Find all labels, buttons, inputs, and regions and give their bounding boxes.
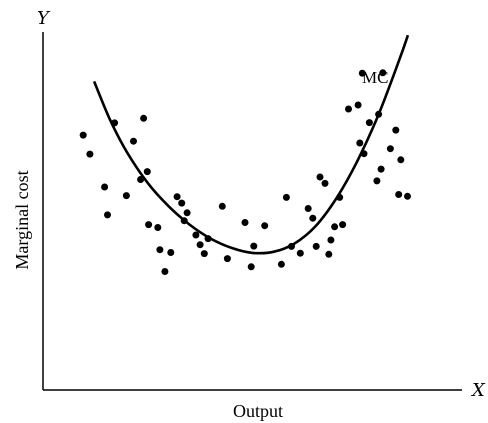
data-point [331, 223, 339, 231]
data-point [143, 168, 151, 176]
data-point [247, 263, 255, 271]
y-axis-label: Marginal cost [12, 170, 32, 269]
data-point [354, 101, 362, 109]
data-point [358, 69, 366, 77]
data-point [365, 119, 373, 127]
data-point [250, 242, 258, 250]
x-axis-label: Output [233, 401, 283, 421]
scatter-points [79, 69, 411, 275]
data-point [395, 191, 403, 198]
data-point [288, 242, 295, 250]
data-point [379, 69, 387, 77]
mc-curve [92, 34, 410, 255]
data-point [218, 202, 226, 210]
data-point [130, 137, 137, 145]
data-point [304, 205, 312, 212]
data-point [309, 214, 317, 222]
data-point [282, 193, 290, 201]
data-point [356, 139, 364, 147]
data-point [296, 249, 304, 257]
data-point [377, 165, 385, 173]
data-point [339, 221, 347, 229]
data-point [200, 250, 208, 258]
data-point [386, 145, 394, 153]
data-point [392, 126, 400, 134]
data-point [183, 209, 191, 217]
data-point [312, 242, 320, 250]
data-point [261, 222, 269, 230]
data-point [345, 105, 352, 113]
data-point [321, 179, 329, 187]
data-point [327, 236, 335, 244]
data-point [173, 193, 181, 201]
data-point [161, 268, 169, 275]
data-point [156, 246, 164, 254]
data-point [373, 177, 381, 185]
data-point [154, 224, 162, 231]
y-axis-letter: Y [37, 8, 51, 29]
data-point [101, 183, 109, 191]
x-axis-letter: X [470, 380, 486, 401]
data-point [375, 110, 383, 118]
data-point [104, 211, 111, 219]
data-point [192, 231, 200, 239]
data-point [397, 156, 405, 164]
data-point [277, 260, 285, 268]
data-point [404, 192, 411, 200]
data-point [167, 249, 175, 256]
data-point [79, 131, 87, 139]
data-point [111, 119, 119, 127]
data-point [178, 199, 186, 207]
data-point [241, 219, 249, 226]
data-point [86, 150, 94, 158]
data-point [196, 241, 204, 249]
data-point [336, 193, 344, 201]
data-point [140, 114, 148, 122]
data-point [316, 173, 324, 181]
data-point [204, 235, 212, 243]
data-point [122, 192, 130, 200]
data-point [325, 250, 333, 258]
data-point [360, 150, 368, 158]
data-point [223, 255, 231, 263]
data-point [145, 221, 153, 229]
data-point [180, 217, 188, 225]
data-point [137, 176, 145, 183]
